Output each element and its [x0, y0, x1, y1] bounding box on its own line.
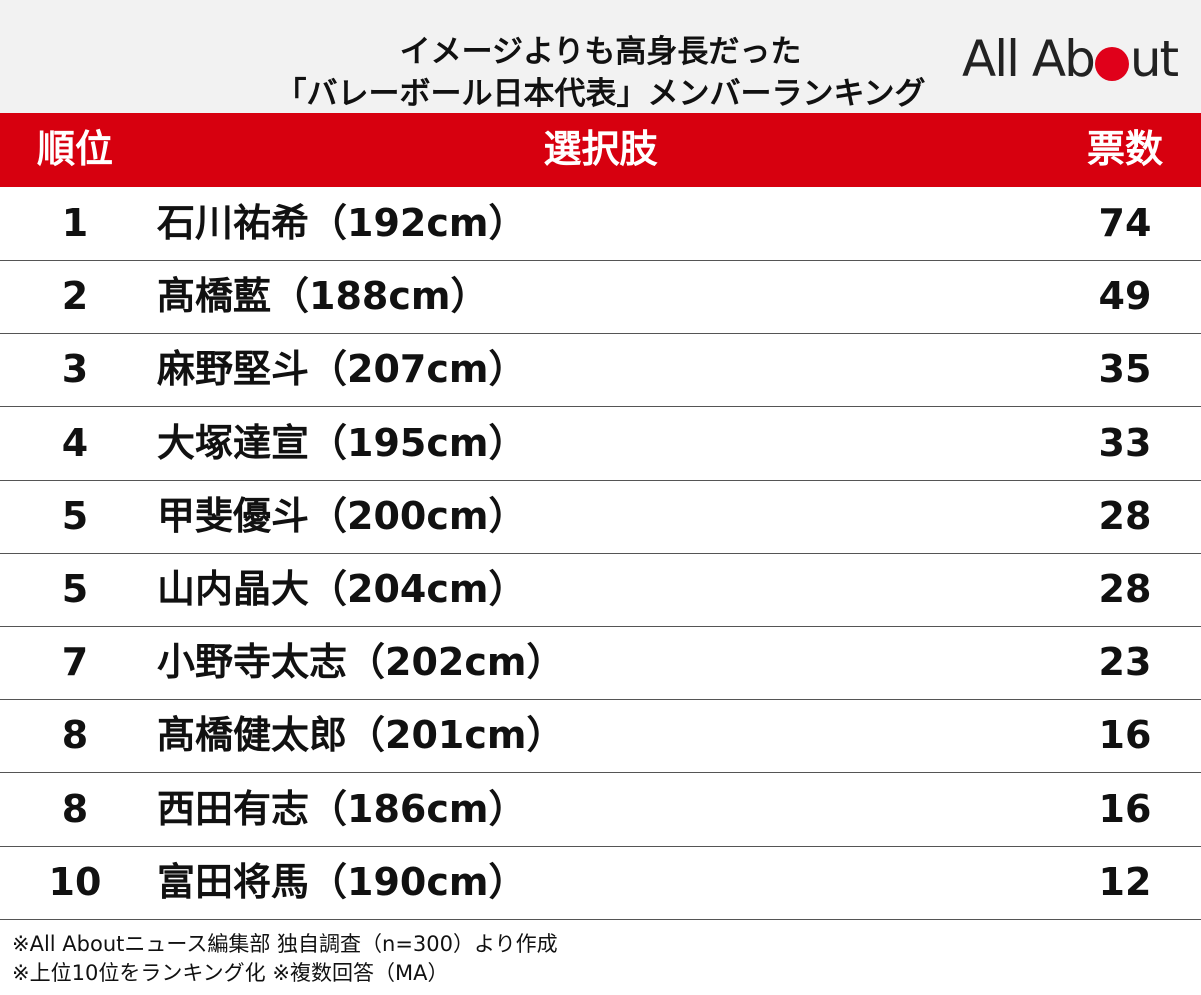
rank-cell: 8	[61, 786, 89, 831]
votes-cell: 28	[1098, 567, 1152, 611]
table-header: 順位 選択肢 票数	[0, 113, 1201, 187]
name-cell: 西田有志（186cm）	[157, 786, 527, 831]
name-cell: 小野寺太志（202cm）	[157, 640, 565, 685]
table-row: 8 西田有志（186cm） 16	[0, 773, 1201, 847]
table-row: 7 小野寺太志（202cm） 23	[0, 626, 1201, 701]
title-line: イメージよりも高身長だった	[399, 34, 802, 70]
votes-cell: 33	[1098, 420, 1152, 465]
rank-cell: 10	[48, 859, 102, 904]
votes-cell: 49	[1098, 274, 1152, 319]
logo-text: ut	[1129, 30, 1179, 88]
header-band	[0, 0, 1201, 113]
table-row: 1 石川祐希（192cm） 74	[0, 187, 1201, 261]
name-cell: 石川祐希（192cm）	[157, 201, 527, 245]
rank-cell: 5	[61, 567, 89, 611]
rank-cell: 4	[61, 420, 89, 465]
votes-cell: 16	[1098, 786, 1152, 831]
footnote: ※上位10位をランキング化 ※複数回答（MA）	[12, 961, 449, 985]
name-cell: 髙橋健太郎（201cm）	[157, 713, 565, 758]
title-line: 「バレーボール日本代表」メンバーランキング	[275, 76, 926, 112]
votes-cell: 12	[1098, 859, 1152, 904]
table-row: 5 甲斐優斗（200cm） 28	[0, 480, 1201, 554]
votes-cell: 35	[1098, 347, 1152, 392]
rank-cell: 8	[61, 713, 89, 758]
votes-cell: 28	[1098, 493, 1152, 538]
rank-cell: 1	[61, 201, 89, 245]
rank-cell: 2	[61, 274, 89, 319]
rank-cell: 5	[61, 493, 89, 538]
name-cell: 髙橋藍（188cm）	[157, 274, 489, 319]
column-header: 選択肢	[543, 127, 658, 171]
table-row: 10 富田将馬（190cm） 12	[0, 846, 1201, 920]
table-row: 5 山内晶大（204cm） 28	[0, 553, 1201, 627]
name-cell: 山内晶大（204cm）	[157, 567, 527, 611]
name-cell: 麻野堅斗（207cm）	[157, 347, 527, 392]
logo: All Ab ut	[962, 30, 1179, 88]
footnote: ※All Aboutニュース編集部 独自調査（n=300）より作成	[12, 932, 558, 956]
name-cell: 甲斐優斗（200cm）	[157, 493, 527, 538]
logo-dot	[1094, 47, 1129, 81]
votes-cell: 16	[1098, 713, 1152, 758]
column-header: 票数	[1086, 127, 1163, 171]
name-cell: 富田将馬（190cm）	[157, 859, 527, 904]
votes-cell: 23	[1098, 640, 1152, 685]
column-header: 順位	[36, 127, 113, 171]
table-row: 4 大塚達宣（195cm） 33	[0, 407, 1201, 481]
rank-cell: 7	[61, 640, 89, 685]
name-cell: 大塚達宣（195cm）	[157, 420, 527, 465]
table-row: 2 髙橋藍（188cm） 49	[0, 260, 1201, 335]
votes-cell: 74	[1098, 201, 1152, 245]
table-row: 3 麻野堅斗（207cm） 35	[0, 333, 1201, 408]
table-row: 8 髙橋健太郎（201cm） 16	[0, 699, 1201, 774]
logo-text: All Ab	[962, 30, 1096, 88]
rank-cell: 3	[61, 347, 89, 392]
